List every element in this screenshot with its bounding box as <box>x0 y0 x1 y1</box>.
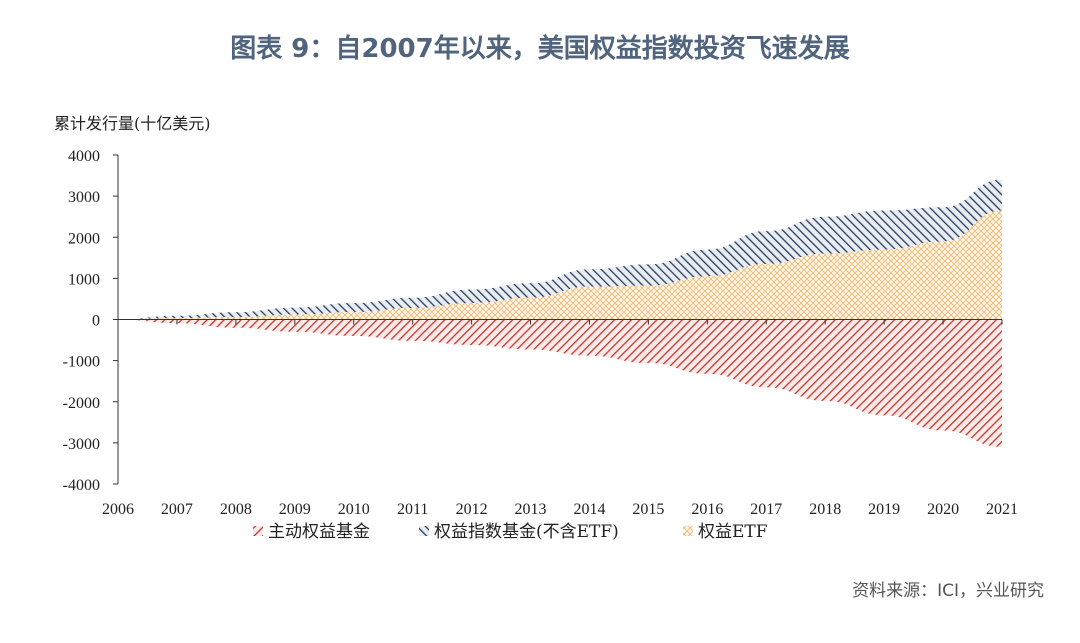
legend-label: 主动权益基金 <box>268 522 370 542</box>
x-tick-label: 2014 <box>573 501 605 518</box>
y-tick-label: -3000 <box>63 436 100 453</box>
y-tick-label: 3000 <box>68 189 100 206</box>
x-tick-label: 2012 <box>456 501 488 518</box>
legend-swatch <box>419 526 429 536</box>
y-tick-label: 4000 <box>68 148 100 165</box>
x-tick-label: 2011 <box>397 501 428 518</box>
x-tick-label: 2015 <box>632 501 664 518</box>
x-tick-label: 2019 <box>868 501 900 518</box>
y-tick-label: 2000 <box>68 230 100 247</box>
legend-label: 权益指数基金(不含ETF) <box>434 522 619 542</box>
x-tick-label: 2009 <box>279 501 311 518</box>
legend-swatch <box>683 526 693 536</box>
y-tick-label: -1000 <box>63 354 100 371</box>
legend-swatch <box>253 526 263 536</box>
chart-title: 图表 9：自2007年以来，美国权益指数投资飞速发展 <box>230 34 850 64</box>
legend-label: 权益ETF <box>698 522 768 542</box>
y-tick-label: 0 <box>92 313 100 330</box>
x-tick-label: 2020 <box>927 501 959 518</box>
y-tick-label: 1000 <box>68 271 100 288</box>
x-tick-label: 2021 <box>986 501 1018 518</box>
x-tick-label: 2017 <box>750 501 782 518</box>
x-tick-label: 2010 <box>338 501 370 518</box>
y-tick-label: -2000 <box>63 395 100 412</box>
x-tick-label: 2016 <box>691 501 723 518</box>
x-tick-label: 2007 <box>161 501 193 518</box>
source-note: 资料来源：ICI，兴业研究 <box>852 581 1044 601</box>
area-index-equity <box>118 179 1002 320</box>
x-tick-label: 2013 <box>515 501 547 518</box>
x-tick-label: 2018 <box>809 501 841 518</box>
y-tick-label: -4000 <box>63 477 100 494</box>
area-active-equity <box>118 319 1002 447</box>
x-tick-label: 2008 <box>220 501 252 518</box>
x-tick-label: 2006 <box>102 501 134 518</box>
y-axis-label: 累计发行量(十亿美元) <box>54 114 211 133</box>
area-equity-etf <box>118 210 1002 320</box>
